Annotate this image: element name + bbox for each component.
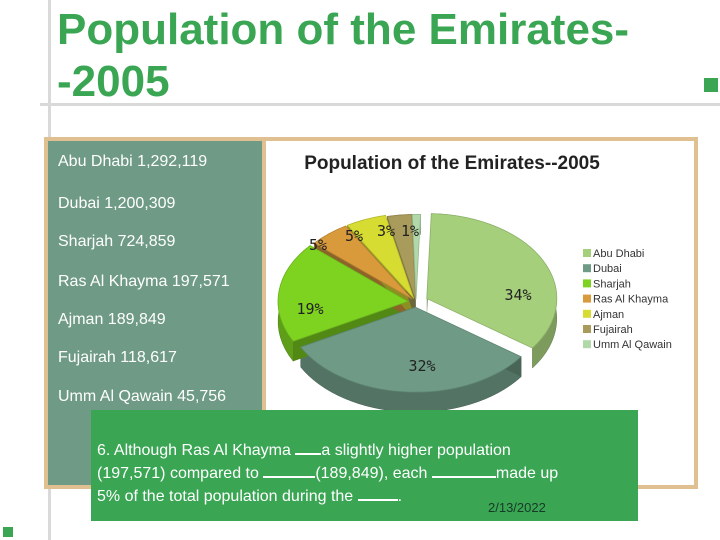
question-text-5: made up (495, 465, 559, 482)
list-item-abu-dhabi: Abu Dhabi 1,292,119 (58, 153, 208, 170)
list-item-ras-al-khayma: Ras Al Khayma 197,571 (58, 273, 230, 290)
data-label-umm-al-qawain: 1% (401, 222, 419, 240)
slide-date: 2/13/2022 (488, 500, 546, 515)
legend-swatch-ras-al-khayma (583, 294, 591, 303)
legend-label-ras-al-khayma: Ras Al Khayma (593, 294, 669, 306)
decorative-corner-square (3, 527, 13, 537)
list-item-sharjah: Sharjah 724,859 (58, 233, 176, 250)
legend-swatch-umm-al-qawain (583, 340, 591, 349)
pie-slice-fujairah (386, 214, 416, 300)
list-item-dubai: Dubai 1,200,309 (58, 195, 176, 212)
pie-slice-umm-al-qawain (411, 214, 421, 300)
data-label-abu-dhabi: 34% (504, 286, 531, 304)
data-label-ajman: 5% (345, 227, 363, 245)
decorative-horizontal-line (40, 103, 720, 106)
answer-blank-2[interactable] (263, 462, 316, 478)
legend-swatch-sharjah (583, 279, 591, 288)
question-text-6: 5% of the total population during the (97, 488, 358, 505)
answer-blank-1[interactable] (295, 439, 322, 455)
question-text-4: (189,849), each (315, 465, 432, 482)
data-label-ras-al-khayma: 5% (309, 236, 327, 254)
question-number: 6. (97, 442, 111, 459)
pie-slice-ras-al-khayma (313, 225, 413, 300)
question-text-2: a slightly higher population (321, 442, 511, 459)
data-label-dubai: 32% (408, 357, 435, 375)
answer-blank-4[interactable] (357, 485, 398, 501)
pie-slice-abu-dhabi (426, 213, 558, 349)
legend-swatch-dubai (583, 264, 591, 273)
legend-label-dubai: Dubai (593, 263, 622, 275)
chart-title: Population of the Emirates--2005 (304, 153, 600, 174)
pie-slice-sharjah (277, 245, 410, 342)
pie-slice-dubai (300, 306, 522, 393)
legend-swatch-fujairah (583, 325, 591, 333)
legend-swatch-ajman (583, 309, 591, 318)
legend-label-fujairah: Fujairah (593, 324, 633, 336)
question-text-3: (197,571) compared to (97, 465, 264, 482)
data-label-sharjah: 19% (296, 300, 323, 318)
pie-slice-ajman (346, 214, 415, 299)
pie-chart: Population of the Emirates--2005 34% 32% 1… (277, 153, 672, 413)
slide-title: Population of the Emirates--2005 (57, 5, 630, 106)
legend-label-sharjah: Sharjah (593, 278, 631, 290)
question-text-7: . (397, 488, 403, 505)
list-item-fujairah: Fujairah 118,617 (58, 349, 177, 366)
legend-label-umm-al-qawain: Umm Al Qawain (593, 339, 672, 351)
data-label-fujairah: 3% (377, 222, 395, 240)
question-text-1: Although Ras Al Khayma (113, 442, 296, 459)
list-item-umm-al-qawain: Umm Al Qawain 45,756 (58, 388, 227, 405)
legend-label-abu-dhabi: Abu Dhabi (593, 248, 644, 260)
legend-label-ajman: Ajman (593, 309, 624, 321)
answer-blank-3[interactable] (431, 462, 496, 478)
legend-swatch-abu-dhabi (583, 249, 591, 257)
list-item-ajman: Ajman 189,849 (58, 311, 166, 328)
question-box: 6. Although Ras Al Khayma a slightly hig… (91, 410, 638, 521)
decorative-green-square (704, 78, 718, 92)
